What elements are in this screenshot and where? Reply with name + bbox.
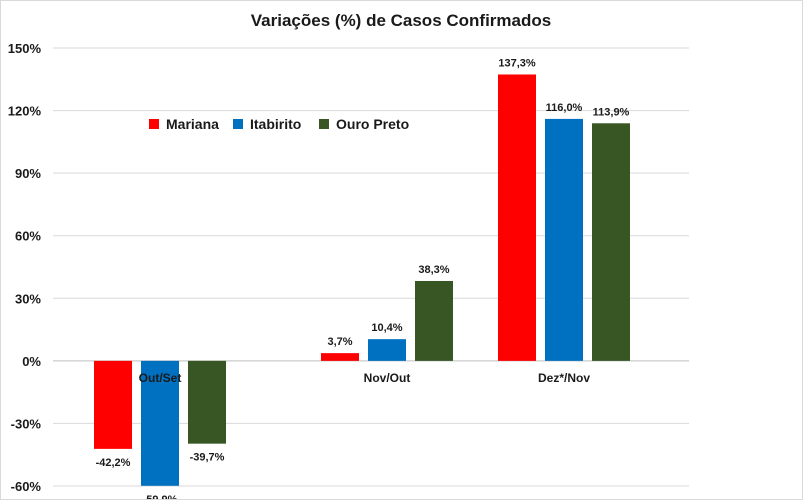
y-axis-tick-labels: 150% 120% 90% 60% 30% 0% -30% -60% — [8, 41, 42, 494]
legend: Mariana Itabirito Ouro Preto — [149, 116, 409, 132]
legend-label: Mariana — [166, 116, 219, 132]
chart-title: Variações (%) de Casos Confirmados — [251, 11, 551, 30]
bar — [321, 353, 359, 361]
bar — [415, 280, 453, 361]
bar — [498, 74, 536, 361]
data-labels: -42,2% 3,7% 137,3% -59,9% 10,4% 116,0% -39,7% 3… — [96, 57, 630, 499]
data-label: 137,3% — [498, 57, 536, 69]
legend-swatch — [149, 119, 159, 129]
legend-swatch — [319, 119, 329, 129]
y-tick-label: -60% — [11, 479, 42, 494]
y-tick-label: 150% — [8, 41, 42, 56]
data-label: -59,9% — [143, 494, 178, 499]
bar — [545, 118, 583, 361]
bar — [141, 360, 179, 486]
y-tick-label: 120% — [8, 104, 42, 119]
y-tick-label: -30% — [11, 416, 42, 431]
y-tick-label: 0% — [22, 354, 41, 369]
bar — [188, 360, 226, 444]
bar — [94, 360, 132, 449]
y-tick-label: 90% — [15, 166, 41, 181]
bar — [592, 123, 630, 361]
category-label: Out/Set — [139, 371, 182, 385]
data-label: -39,7% — [190, 452, 225, 464]
data-label: 10,4% — [371, 322, 402, 334]
category-labels: Out/Set Nov/Out Dez*/Nov — [139, 371, 591, 385]
legend-swatch — [233, 119, 243, 129]
data-label: 113,9% — [593, 106, 630, 118]
data-label: 116,0% — [546, 102, 583, 114]
legend-label: Itabirito — [250, 116, 301, 132]
category-label: Nov/Out — [364, 371, 411, 385]
bar — [368, 339, 406, 361]
y-tick-label: 30% — [15, 291, 41, 306]
bars — [94, 74, 630, 486]
data-label: -42,2% — [96, 457, 131, 469]
y-tick-label: 60% — [15, 229, 41, 244]
category-label: Dez*/Nov — [538, 371, 590, 385]
data-label: 3,7% — [327, 336, 352, 348]
legend-label: Ouro Preto — [336, 116, 409, 132]
data-label: 38,3% — [418, 264, 449, 276]
